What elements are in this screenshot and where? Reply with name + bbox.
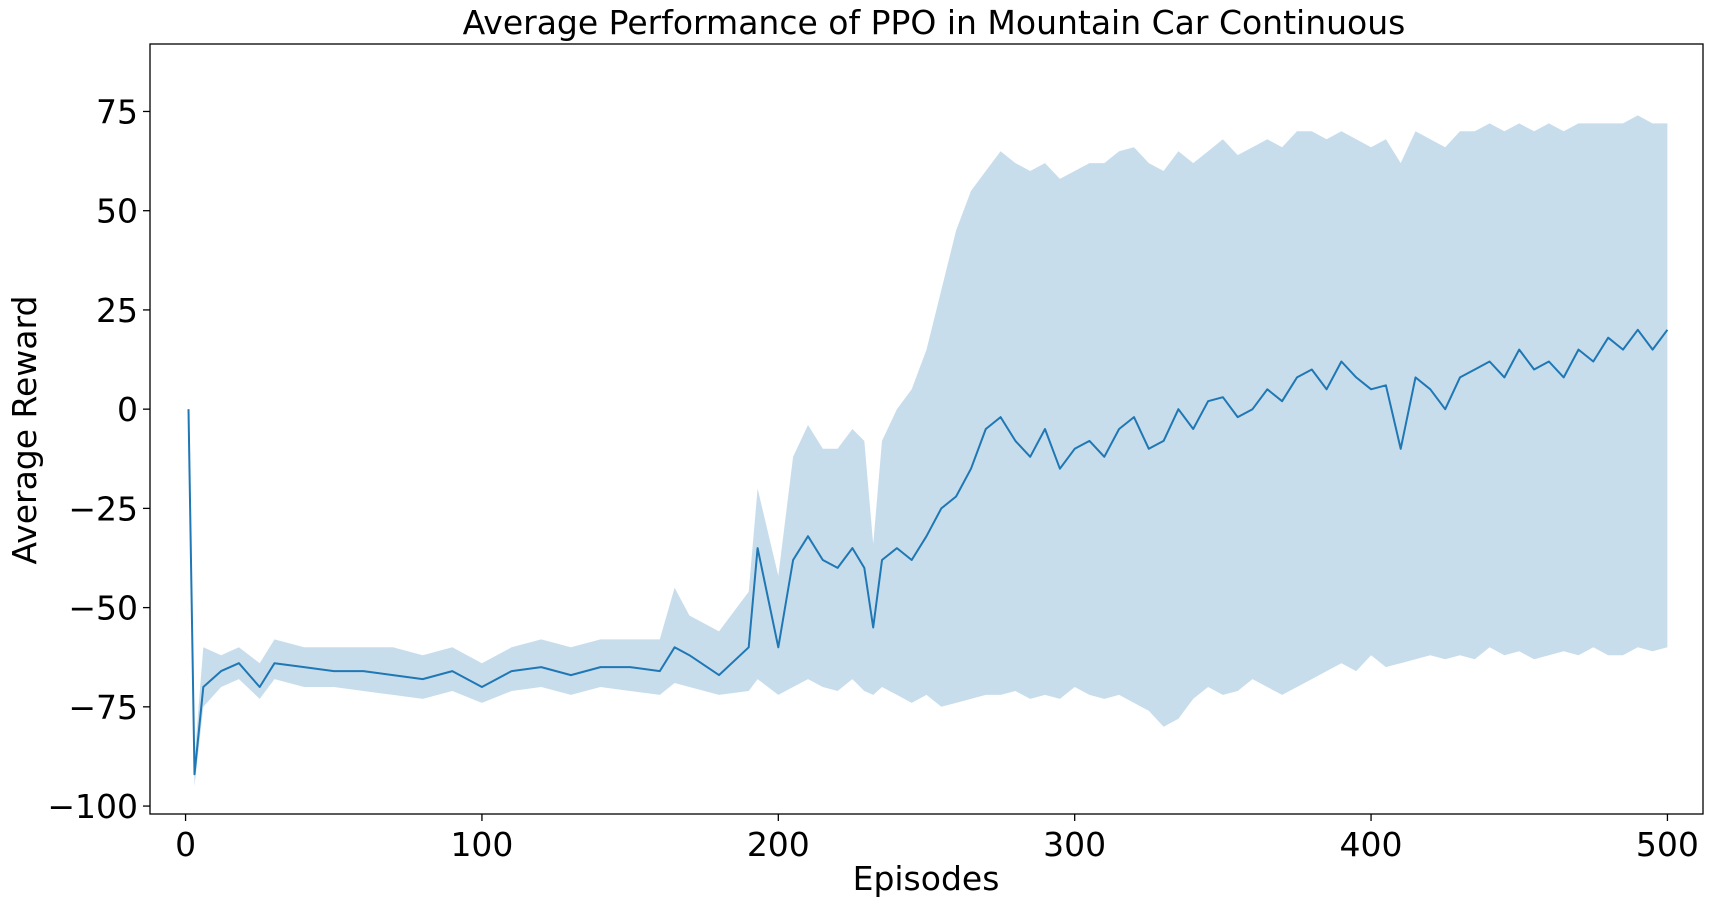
confidence-band xyxy=(188,115,1668,787)
x-tick-label: 100 xyxy=(450,825,513,864)
y-tick-label: 25 xyxy=(96,291,138,330)
y-tick-label: −50 xyxy=(68,589,138,628)
y-tick-label: 50 xyxy=(96,192,138,231)
y-tick-label: −75 xyxy=(68,688,138,727)
x-tick-label: 500 xyxy=(1636,825,1699,864)
plot-frame xyxy=(149,43,1704,815)
x-axis: 0 100 200 300 400 500 xyxy=(175,814,1699,864)
series-line xyxy=(187,328,1669,776)
y-axis: −100 −75 −50 −25 0 25 50 75 xyxy=(47,92,150,826)
x-axis-label: Episodes xyxy=(853,859,1000,898)
y-tick-label: 0 xyxy=(117,390,138,429)
confidence-band-layer xyxy=(188,115,1668,787)
x-tick-label: 400 xyxy=(1340,825,1403,864)
y-tick-label: 75 xyxy=(96,92,138,131)
x-tick-label: 0 xyxy=(175,825,196,864)
y-axis-label: Average Reward xyxy=(5,296,44,565)
y-tick-label: −100 xyxy=(47,787,138,826)
x-tick-label: 200 xyxy=(747,825,810,864)
chart-title: Average Performance of PPO in Mountain C… xyxy=(463,3,1406,42)
x-tick-label: 300 xyxy=(1043,825,1106,864)
y-tick-label: −25 xyxy=(68,489,138,528)
series-line-layer xyxy=(187,328,1669,776)
